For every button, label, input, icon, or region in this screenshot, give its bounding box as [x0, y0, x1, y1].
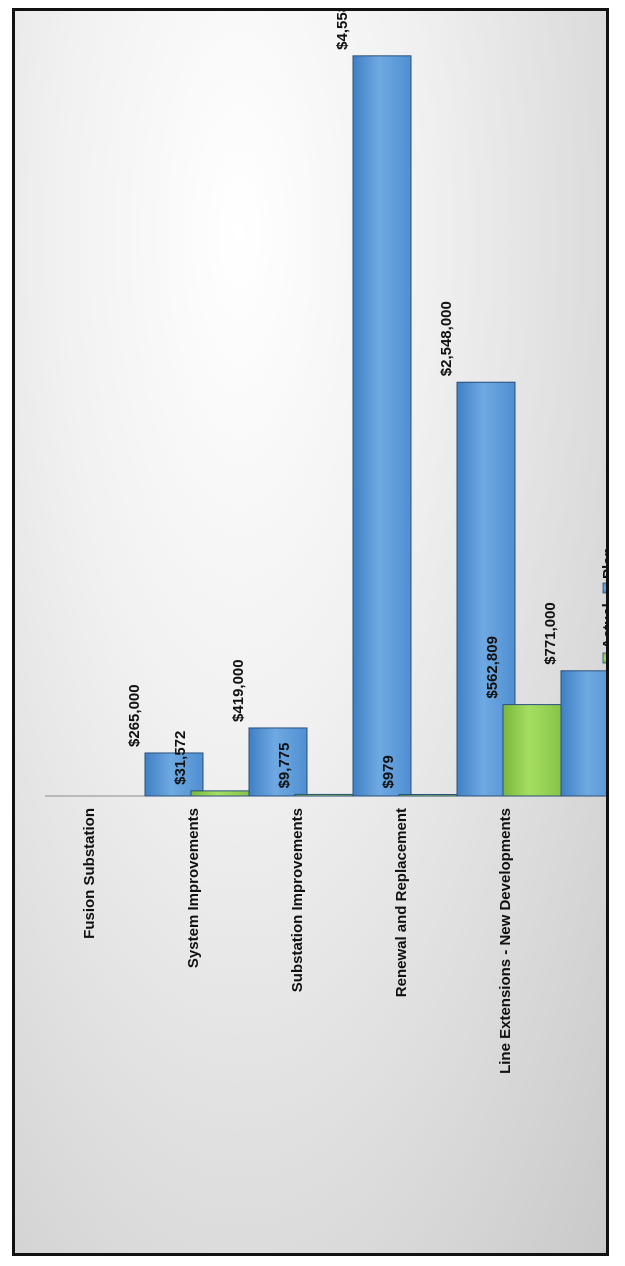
- plan-bar-fusion-substation: [144, 752, 204, 797]
- legend-label-actual: Actual: [600, 603, 606, 649]
- plan-bar-system-improvements: [248, 727, 308, 797]
- legend-label-plan: Plan: [600, 547, 606, 579]
- actual-value-label-system-improvements: $31,572: [172, 731, 189, 785]
- actual-bar-renewal-and-replacement: [398, 794, 458, 797]
- actual-bar-line-extensions-new-developments: [502, 704, 562, 797]
- actual-bar-system-improvements: [190, 790, 250, 797]
- bar-chart: Fusion Substation $265,000 System Improvem…: [45, 11, 606, 1074]
- legend: Actual Plan: [600, 547, 606, 664]
- category-label-system-improvements: System Improvements: [185, 808, 202, 968]
- plan-bar-substation-improvements: [352, 55, 412, 797]
- actual-bar-substation-improvements: [294, 793, 354, 797]
- legend-swatch-plan: [602, 582, 606, 594]
- legend-group: Actual Plan: [600, 547, 606, 664]
- chart-frame: Fusion Substation $265,000 System Improvem…: [12, 8, 609, 1256]
- category-label-fusion-substation: Fusion Substation: [81, 808, 98, 939]
- actual-value-label-line-extensions-new-developments: $562,809: [484, 636, 501, 699]
- plan-value-label-renewal-and-replacement: $2,548,000: [438, 301, 455, 376]
- actual-value-label-renewal-and-replacement: $979: [380, 755, 397, 788]
- category-label-renewal-and-replacement: Renewal and Replacement: [393, 808, 410, 997]
- legend-swatch-actual: [602, 652, 606, 664]
- category-label-substation-improvements: Substation Improvements: [289, 808, 306, 992]
- plan-value-label-fusion-substation: $265,000: [126, 684, 143, 747]
- actual-value-label-substation-improvements: $9,775: [276, 743, 293, 789]
- plan-value-label-line-extensions-new-developments: $771,000: [542, 602, 559, 665]
- category-label-line-extensions-new-developments: Line Extensions - New Developments: [497, 808, 514, 1074]
- plan-value-label-substation-improvements: $4,558,000: [334, 11, 351, 50]
- plan-value-label-system-improvements: $419,000: [230, 659, 247, 722]
- plan-bar-line-extensions-new-developments: [560, 670, 606, 797]
